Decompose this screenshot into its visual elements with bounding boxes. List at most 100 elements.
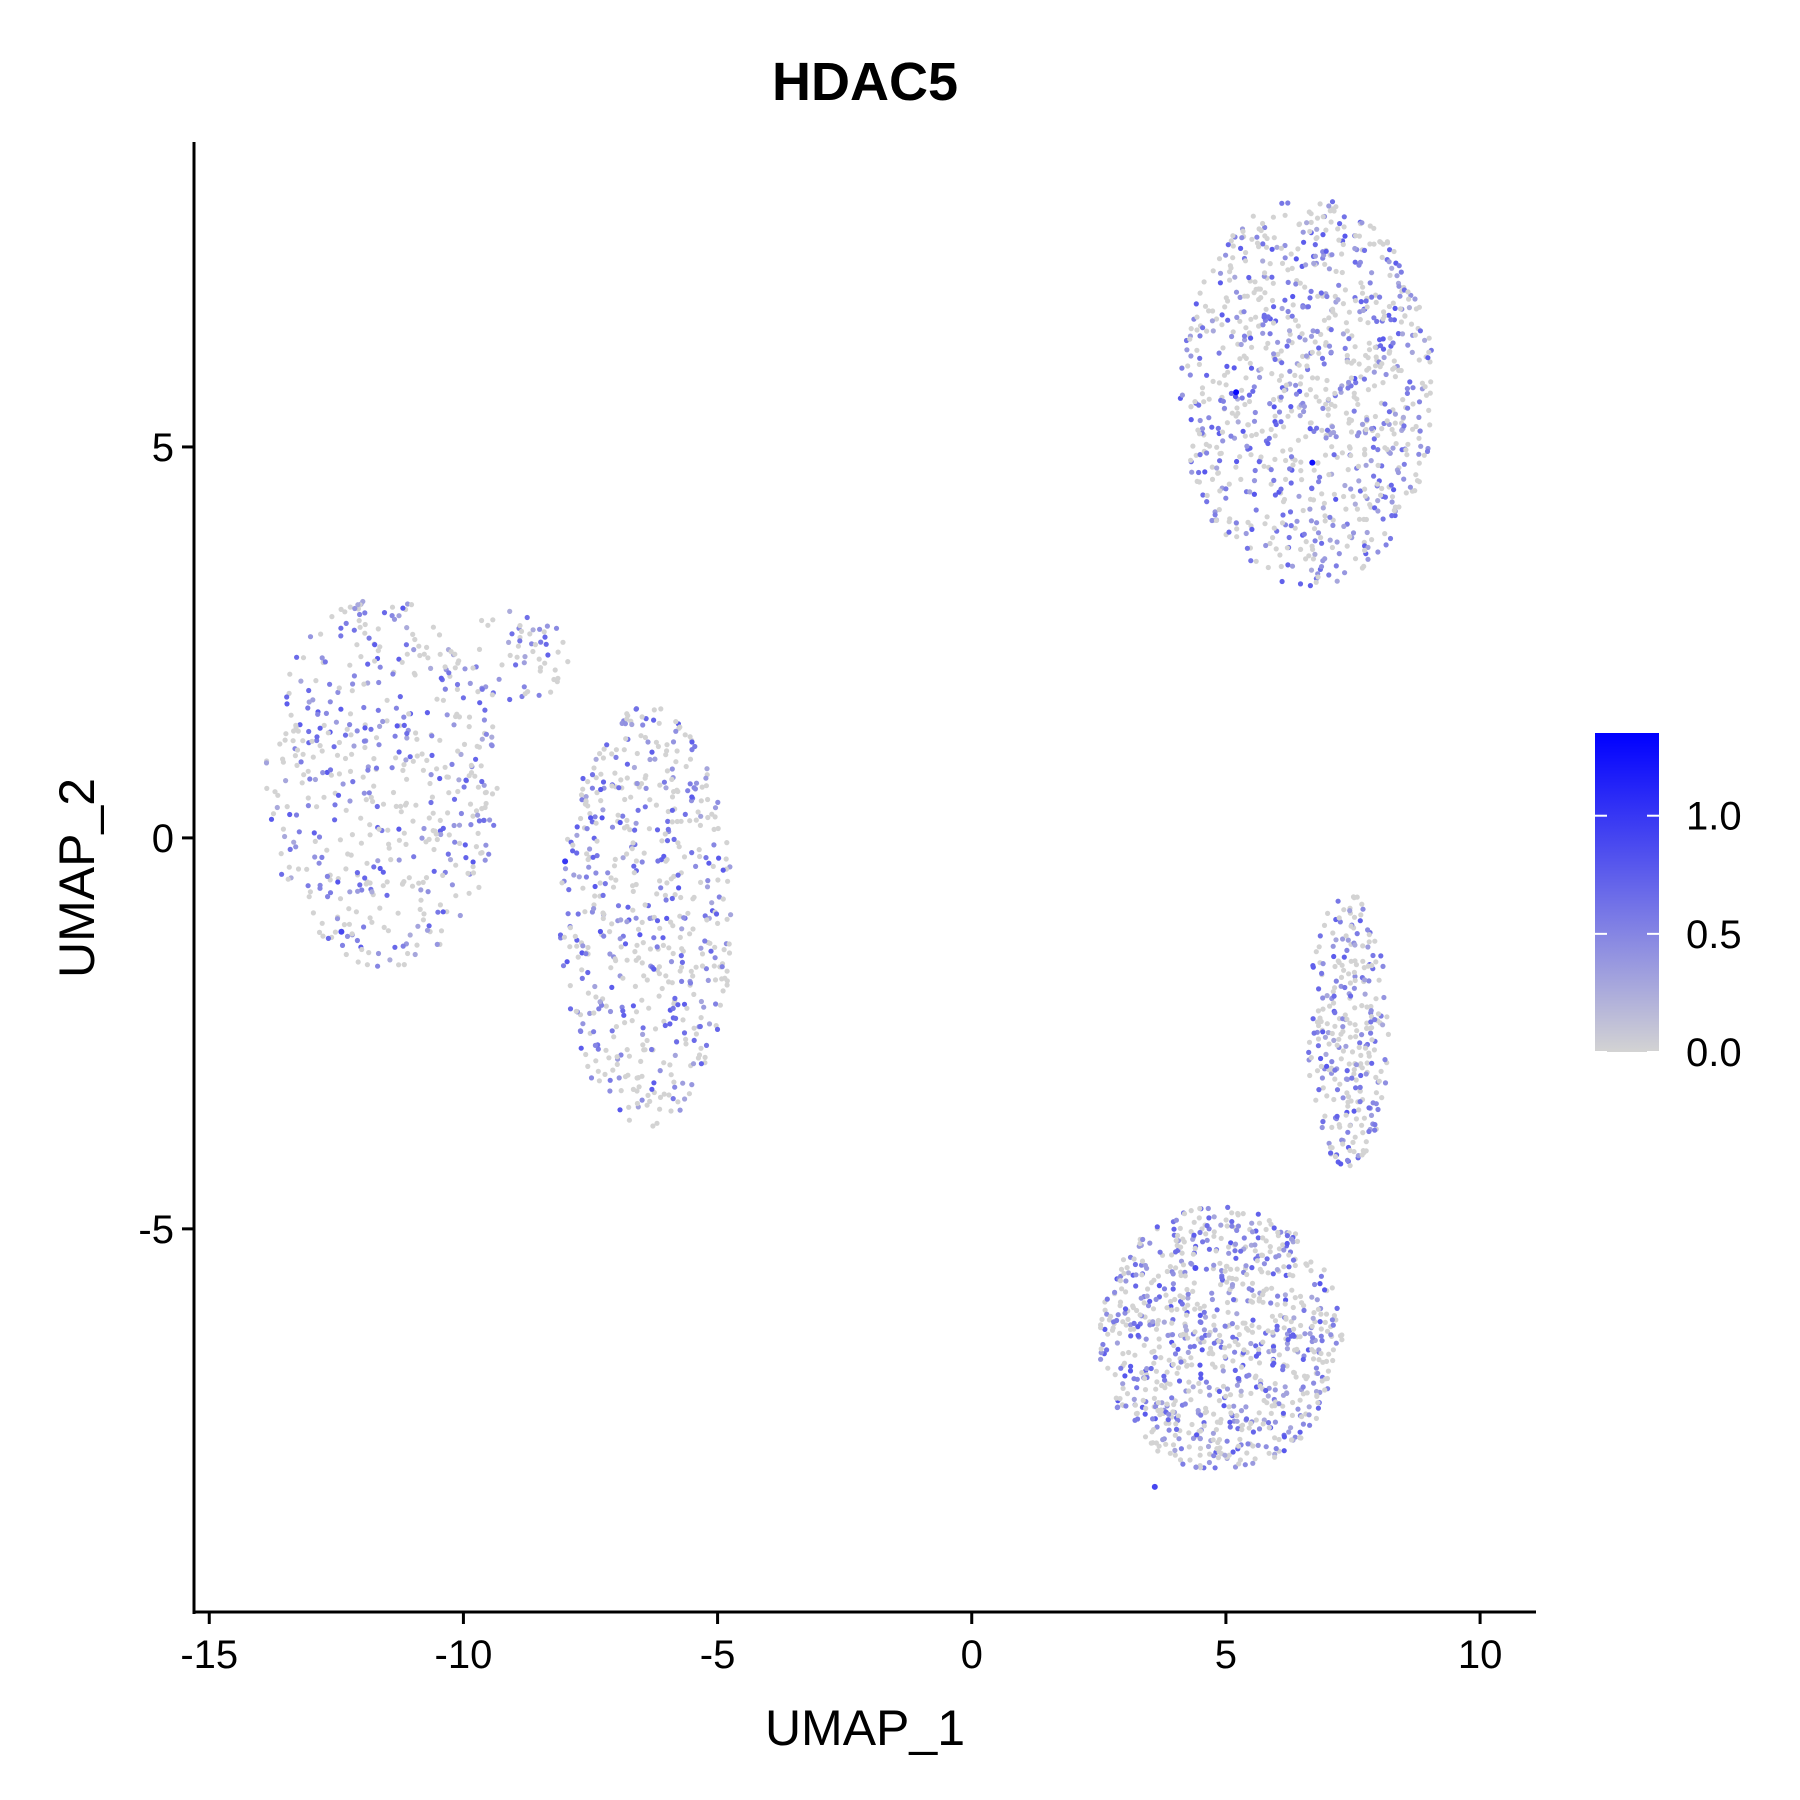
cell-point [316, 860, 322, 866]
cell-point [591, 1029, 597, 1035]
cell-point [705, 878, 711, 884]
cell-point [639, 919, 645, 926]
cell-point [698, 879, 704, 886]
cell-point [296, 829, 302, 835]
cell-point [1366, 347, 1373, 353]
cell-point [1197, 355, 1203, 361]
cell-point [1319, 355, 1326, 361]
cell-point [456, 822, 463, 828]
cell-point [1329, 252, 1335, 258]
cell-point [1343, 1112, 1349, 1118]
cell-point [1310, 963, 1316, 969]
cell-point [507, 696, 513, 703]
cell-point [679, 926, 685, 932]
cell-point [1216, 1338, 1222, 1344]
cell-point [614, 1054, 620, 1060]
cell-point [1379, 254, 1385, 260]
cell-point [1156, 1443, 1162, 1449]
cell-point [655, 743, 662, 750]
cell-point [354, 642, 360, 648]
cell-point [1250, 1429, 1256, 1435]
cell-point [1246, 392, 1252, 398]
cell-point [404, 625, 410, 631]
cell-point [1229, 1275, 1235, 1282]
cell-point [1299, 477, 1305, 483]
cell-point [1396, 504, 1402, 510]
cell-point [1240, 428, 1246, 434]
cell-point [559, 880, 565, 886]
cell-point [411, 854, 417, 860]
cell-point [1167, 1264, 1173, 1270]
cell-point [1194, 314, 1200, 320]
cell-point [343, 620, 349, 627]
cell-point [1198, 1412, 1204, 1418]
cell-point [574, 832, 580, 838]
cell-point [530, 627, 536, 633]
cell-point [1315, 1306, 1321, 1312]
cell-point [284, 694, 290, 700]
cell-point [347, 798, 353, 804]
cell-point [1330, 1357, 1336, 1364]
cell-point [1315, 1008, 1321, 1014]
cell-point [1368, 1008, 1374, 1014]
cell-point [1286, 328, 1293, 334]
cell-point [662, 1022, 668, 1029]
cell-point [1179, 392, 1185, 398]
cell-point [1346, 416, 1352, 423]
cell-point [1281, 388, 1287, 394]
cell-point [1256, 1298, 1262, 1304]
high-expression-point [1309, 459, 1316, 466]
cell-point [417, 652, 423, 659]
cell-point [1346, 1061, 1352, 1067]
cell-point [1202, 303, 1209, 309]
cell-point [1353, 1085, 1359, 1091]
cell-point [1249, 1265, 1255, 1271]
cell-point [337, 896, 344, 902]
cell-point [282, 833, 288, 840]
cell-point [409, 883, 416, 889]
cell-point [1192, 1306, 1198, 1312]
cell-point [1188, 1397, 1194, 1403]
cell-point [1258, 366, 1264, 372]
cell-point [1249, 236, 1255, 242]
cell-point [1202, 469, 1208, 475]
cell-point [515, 643, 522, 649]
cell-point [613, 877, 619, 883]
cell-point [338, 625, 344, 631]
cell-point [1372, 505, 1378, 511]
cell-point [1226, 1452, 1232, 1458]
cell-point [317, 725, 323, 731]
cell-point [1337, 386, 1343, 392]
cell-point [367, 832, 373, 838]
cell-point [1347, 534, 1353, 540]
cell-point [487, 817, 493, 823]
scatter-points [263, 199, 1434, 1490]
cell-point [641, 850, 647, 856]
cell-point [1298, 374, 1304, 380]
cell-point [1329, 424, 1335, 430]
cell-point [1237, 356, 1243, 362]
cell-point [1371, 369, 1377, 375]
cell-point [600, 755, 607, 761]
cell-point [1247, 360, 1253, 366]
cell-point [1398, 367, 1404, 374]
cell-point [654, 1120, 660, 1126]
cell-point [1169, 1320, 1175, 1326]
cell-point [1182, 1401, 1188, 1407]
cell-point [1426, 335, 1432, 341]
cell-point [1233, 464, 1239, 470]
cell-point [1224, 1299, 1231, 1306]
cell-point [1387, 535, 1394, 542]
cell-point [1312, 242, 1318, 248]
cell-point [1340, 936, 1346, 942]
cell-point [1388, 482, 1394, 488]
cell-point [1161, 1286, 1168, 1292]
cell-point [1315, 460, 1321, 466]
cell-point [1273, 421, 1279, 428]
cell-point [607, 1077, 613, 1083]
cell-point [1295, 246, 1301, 252]
cell-point [1390, 340, 1396, 346]
cell-point [293, 812, 300, 818]
cell-point [1351, 408, 1357, 414]
cell-point [572, 933, 578, 940]
